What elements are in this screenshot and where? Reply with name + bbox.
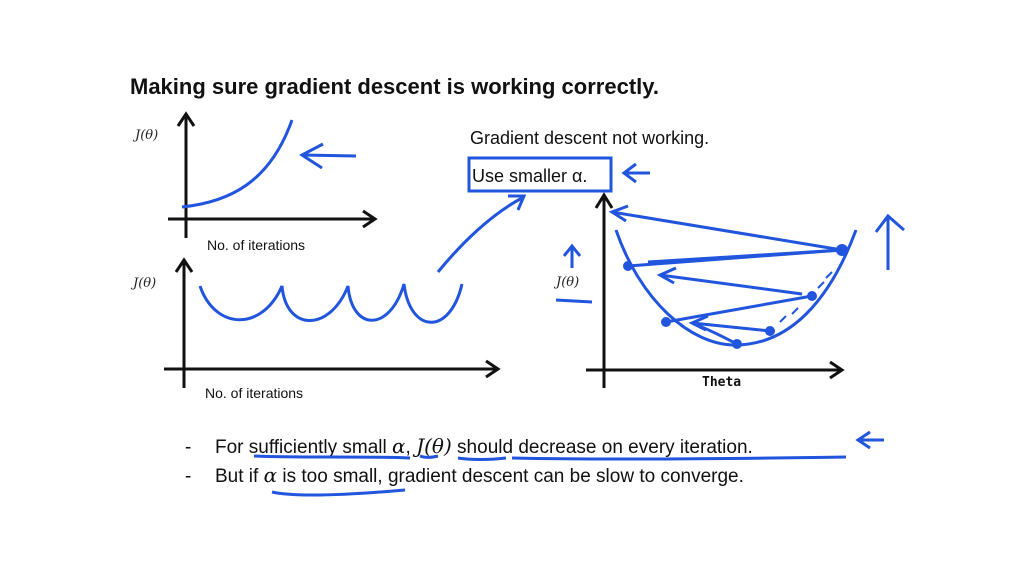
small-step-marks bbox=[779, 271, 833, 323]
plot2-to-note-arrow bbox=[436, 194, 527, 273]
bullet1-text-b: , bbox=[405, 437, 417, 458]
bullet-pointer-arrow bbox=[855, 430, 884, 450]
plot1-xlabel: No. of iterations bbox=[207, 237, 306, 253]
plot2-ylabel: J(θ) bbox=[133, 276, 157, 291]
plot1-y-arrowhead bbox=[176, 111, 196, 127]
plot2-xlabel: No. of iterations bbox=[205, 385, 304, 401]
bullet2-text-a: But if bbox=[215, 466, 264, 487]
note-not-working: Gradient descent not working. bbox=[470, 128, 710, 148]
bullet1-text-a: For sufficiently small bbox=[215, 437, 393, 458]
plot1-increasing-curve bbox=[181, 119, 294, 209]
divergent-steps bbox=[608, 204, 843, 346]
plot1-ylabel: J(θ) bbox=[135, 128, 159, 143]
cost-function-symbol: J(θ) bbox=[416, 434, 452, 458]
plot1-axes bbox=[168, 111, 378, 238]
bullet2-text-b: is too small, gradient descent can be sl… bbox=[277, 466, 744, 487]
bullet-decrease: - For sufficiently small α, J(θ) should d… bbox=[185, 434, 753, 458]
plot1-x-arrowhead bbox=[362, 209, 378, 229]
plot2-y-arrowhead bbox=[174, 257, 194, 273]
slide-title: Making sure gradient descent is working … bbox=[130, 74, 659, 99]
plot2-x-arrowhead bbox=[485, 359, 501, 379]
j-up-arrow-right bbox=[874, 213, 905, 270]
note-pointer-arrow bbox=[621, 162, 650, 184]
plot2-oscillating-curve bbox=[198, 283, 464, 324]
plot3-ylabel: J(θ) bbox=[556, 275, 580, 290]
alpha-symbol: α bbox=[392, 434, 406, 458]
note-use-smaller-alpha: Use smaller α. bbox=[472, 166, 588, 186]
plot3-axes bbox=[586, 192, 845, 388]
plot1-pointer-arrow bbox=[299, 142, 357, 170]
j-up-arrow-left bbox=[555, 243, 593, 304]
alpha-symbol: α bbox=[263, 463, 278, 487]
note-highlight-box bbox=[467, 156, 613, 193]
bullet-slow-converge: - But if α is too small, gradient descent… bbox=[185, 463, 744, 487]
plot3-y-arrowhead bbox=[594, 192, 614, 209]
bullet1-text-c: should decrease on every iteration. bbox=[451, 437, 753, 458]
plot3-x-arrowhead bbox=[829, 360, 845, 380]
plot3-xlabel: Theta bbox=[702, 375, 742, 390]
step-points bbox=[623, 244, 848, 349]
bullet-underlines bbox=[253, 454, 847, 497]
plot2-axes bbox=[164, 257, 501, 388]
